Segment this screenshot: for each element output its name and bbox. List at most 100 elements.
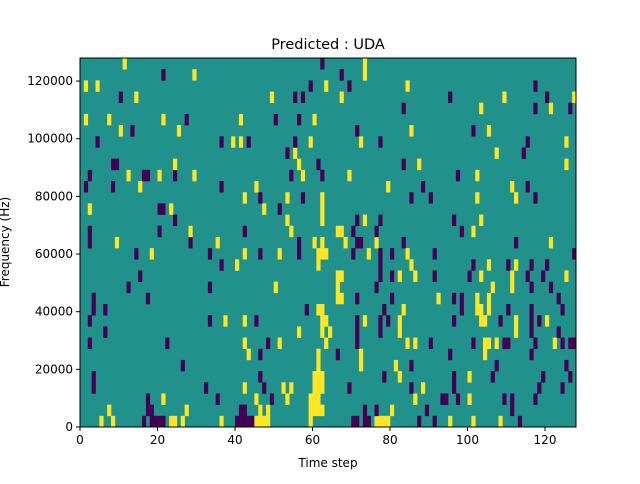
heatmap-cell-high — [169, 415, 174, 428]
heatmap-cell-low — [258, 371, 263, 383]
heatmap-cell-high — [366, 248, 371, 260]
heatmap-cell-low — [521, 147, 526, 159]
heatmap-cell-high — [483, 337, 488, 350]
heatmap-cell-low — [545, 91, 550, 104]
heatmap-cell-high — [448, 415, 453, 428]
heatmap-cell-low — [459, 304, 464, 316]
heatmap-cell-low — [455, 393, 461, 405]
heatmap-cell-low — [246, 136, 251, 148]
y-tick-label: 60000 — [35, 247, 73, 261]
heatmap-cell-low — [347, 80, 352, 92]
heatmap-cell-low — [560, 382, 565, 394]
heatmap-cell-low — [300, 192, 306, 204]
heatmap-cell-low — [506, 259, 511, 271]
heatmap-cell-high — [107, 404, 112, 417]
heatmap-cell-high — [312, 371, 317, 383]
heatmap-cell-high — [281, 382, 286, 394]
heatmap-cell-high — [343, 236, 348, 249]
heatmap-cell-high — [397, 270, 402, 282]
heatmap-cell-high — [486, 125, 492, 137]
heatmap-cell-high — [293, 147, 298, 159]
heatmap-cell-high — [510, 181, 515, 193]
heatmap-cell-high — [362, 58, 368, 70]
heatmap-cell-high — [475, 192, 480, 204]
heatmap-cell-high — [312, 382, 317, 394]
heatmap-cell-high — [173, 415, 178, 428]
heatmap-cell-low — [428, 192, 433, 204]
heatmap-cell-low — [173, 214, 178, 227]
heatmap-cell-low — [401, 158, 406, 171]
heatmap-cell-high — [362, 315, 368, 327]
heatmap-cell-high — [359, 359, 364, 372]
heatmap-cell-high — [312, 113, 317, 126]
heatmap-cell-low — [184, 113, 189, 126]
heatmap-cell-low — [432, 248, 437, 260]
heatmap-cell-low — [502, 337, 507, 350]
heatmap-cell-low — [529, 326, 534, 338]
y-tick-label: 40000 — [35, 305, 73, 319]
heatmap-cell-low — [533, 393, 538, 405]
heatmap-cell-low — [401, 236, 406, 249]
heatmap-cell-high — [359, 136, 364, 148]
heatmap-cell-high — [254, 181, 259, 193]
heatmap-cell-high — [564, 270, 569, 282]
heatmap-cell-high — [122, 58, 127, 70]
heatmap-cell-low — [390, 292, 395, 305]
heatmap-cell-low — [157, 203, 162, 215]
heatmap-cell-high — [176, 125, 182, 137]
heatmap-cell-low — [153, 415, 158, 428]
heatmap-cell-low — [510, 393, 515, 405]
heatmap-cell-low — [378, 214, 383, 227]
heatmap-cell-high — [324, 315, 329, 327]
heatmap-cell-low — [378, 270, 383, 282]
heatmap-cell-low — [471, 337, 476, 350]
heatmap-cell-high — [134, 91, 139, 104]
heatmap-cell-low — [188, 236, 193, 249]
heatmap-cell-high — [479, 270, 484, 282]
heatmap-cell-high — [405, 80, 410, 92]
heatmap-cell-high — [126, 169, 131, 182]
heatmap-cell-low — [432, 415, 437, 428]
heatmap-cell-high — [173, 158, 178, 171]
heatmap-cell-high — [413, 393, 418, 405]
heatmap-cell-high — [277, 337, 282, 350]
heatmap-cell-low — [510, 404, 515, 417]
x-axis-label: Time step — [297, 456, 357, 470]
heatmap-cell-high — [254, 415, 259, 428]
heatmap-cell-high — [266, 404, 271, 417]
heatmap-cell-high — [231, 136, 236, 148]
heatmap-cell-high — [242, 337, 247, 350]
heatmap-cell-high — [405, 337, 410, 350]
heatmap-cell-high — [548, 102, 554, 115]
heatmap-cell-high — [486, 292, 492, 305]
heatmap-cell-high — [254, 393, 259, 405]
heatmap-cell-low — [277, 203, 282, 215]
heatmap-background-mid-value — [80, 58, 576, 427]
heatmap-cell-high — [335, 281, 340, 294]
heatmap-cell-high — [498, 415, 503, 428]
heatmap-cell-high — [223, 315, 228, 327]
heatmap-cell-low — [103, 326, 108, 338]
heatmap-cell-low — [87, 169, 92, 182]
heatmap-cell-high — [490, 281, 495, 294]
heatmap-cell-low — [165, 337, 170, 350]
heatmap-cell-high — [312, 404, 317, 417]
heatmap-cell-high — [262, 203, 267, 215]
heatmap-cell-low — [258, 348, 263, 361]
heatmap-cell-high — [378, 415, 383, 428]
heatmap-cell-high — [285, 393, 290, 405]
heatmap-cell-low — [498, 315, 503, 327]
heatmap-cell-high — [161, 393, 166, 405]
heatmap-cell-high — [114, 236, 120, 249]
heatmap-cell-low — [378, 136, 383, 148]
heatmap-cell-high — [339, 91, 344, 104]
heatmap-cell-high — [393, 359, 399, 372]
heatmap-cell-low — [409, 359, 414, 372]
x-tick-label: 80 — [382, 433, 397, 447]
heatmap-cell-low — [409, 192, 414, 204]
heatmap-cell-low — [378, 259, 383, 271]
heatmap-cell-low — [87, 236, 92, 249]
heatmap-cell-high — [316, 393, 321, 405]
heatmap-cell-high — [169, 203, 174, 215]
heatmap-cell-low — [378, 326, 383, 338]
